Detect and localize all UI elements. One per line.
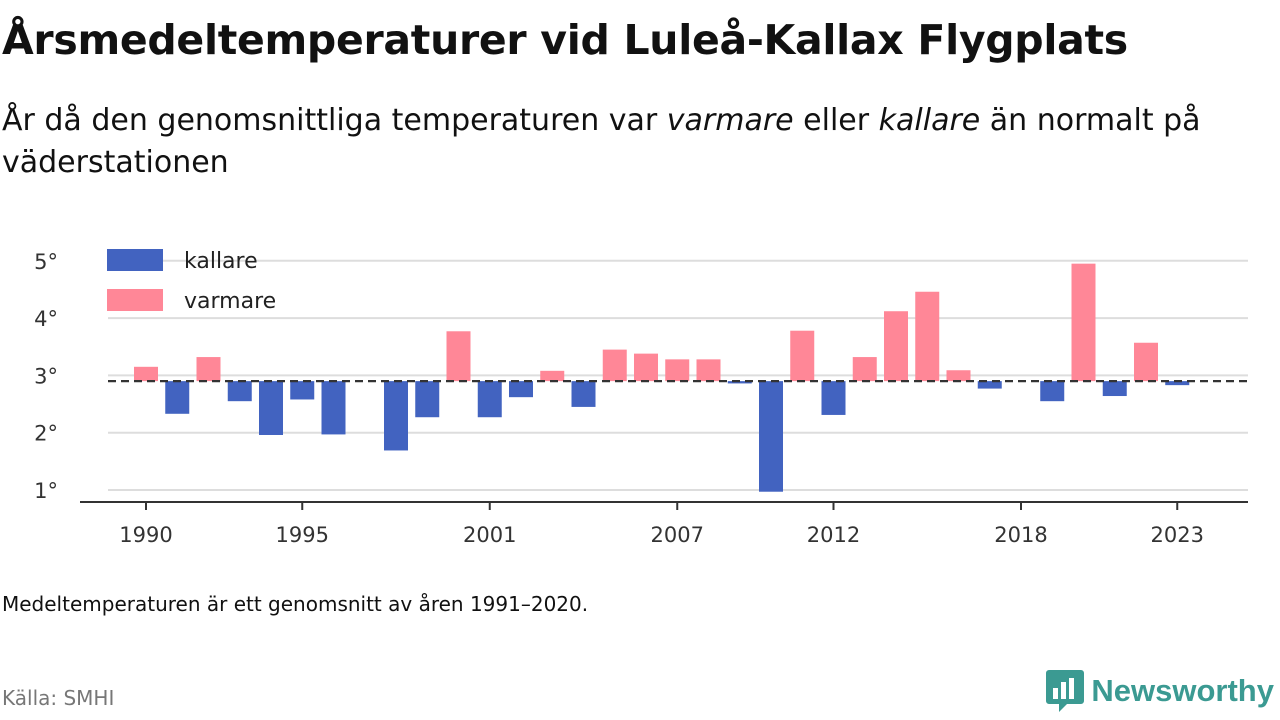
newsworthy-logo-icon xyxy=(1046,670,1085,712)
bar-2022 xyxy=(1134,342,1158,382)
bar-2012 xyxy=(821,381,846,415)
y-tick-label-1: 1° xyxy=(34,479,58,503)
x-tick-label-2007: 2007 xyxy=(651,523,704,547)
temperature-bar-chart: 1° 2° 3° 4° 5° 1990 1995 2001 2007 2012 2018 2023 k… xyxy=(34,249,1248,547)
bar-2009 xyxy=(727,381,752,384)
bar-2010 xyxy=(759,381,783,492)
bar-1995 xyxy=(290,381,315,400)
legend: kallare varmare xyxy=(107,249,276,314)
y-tick-label-2: 2° xyxy=(34,422,58,446)
footnote: Medeltemperaturen är ett genomsnitt av å… xyxy=(2,592,589,616)
legend-label-kallare: kallare xyxy=(184,249,258,274)
bar-2016 xyxy=(946,370,971,382)
bar-2002 xyxy=(509,381,533,398)
x-tick-label-2012: 2012 xyxy=(807,523,860,547)
bar-2011 xyxy=(790,330,815,382)
bar-2003 xyxy=(540,370,565,382)
bar-2020 xyxy=(1071,263,1096,382)
bars xyxy=(134,263,1190,492)
legend-swatch-kallare xyxy=(107,249,163,271)
subtitle-text-2: eller xyxy=(793,103,879,138)
bar-1998 xyxy=(384,381,408,451)
x-tick-label-2001: 2001 xyxy=(463,523,516,547)
bar-2015 xyxy=(915,291,940,382)
axes: 1° 2° 3° 4° 5° 1990 1995 2001 2007 2012 2018 2023 xyxy=(34,250,1248,547)
bar-2023 xyxy=(1165,381,1190,386)
y-tick-label-5: 5° xyxy=(34,250,58,274)
bar-1991 xyxy=(165,381,190,414)
subtitle-em-warmer: varmare xyxy=(666,103,794,138)
bar-1992 xyxy=(196,357,221,382)
bar-2004 xyxy=(571,381,596,407)
bar-1990 xyxy=(134,366,158,382)
bar-1993 xyxy=(227,381,252,402)
bar-2008 xyxy=(696,359,721,382)
bar-2006 xyxy=(634,353,658,382)
subtitle-text-1: År då den genomsnittliga temperaturen va… xyxy=(2,103,667,138)
source-label: Källa: SMHI xyxy=(2,686,115,710)
subtitle-em-colder: kallare xyxy=(878,103,981,138)
brand-name: Newsworthy xyxy=(1091,673,1274,708)
bar-1999 xyxy=(415,381,440,418)
bar-2014 xyxy=(884,311,908,382)
bar-2013 xyxy=(852,357,877,382)
chart-title: Årsmedeltemperaturer vid Luleå-Kallax Fl… xyxy=(2,16,1128,64)
bar-1994 xyxy=(259,381,283,435)
x-tick-label-1995: 1995 xyxy=(276,523,329,547)
x-tick-label-2023: 2023 xyxy=(1151,523,1204,547)
bar-2021 xyxy=(1102,381,1127,397)
x-tick-label-1990: 1990 xyxy=(119,523,172,547)
x-tick-label-2018: 2018 xyxy=(994,523,1047,547)
chart-subtitle: År då den genomsnittliga temperaturen va… xyxy=(2,100,1272,184)
bar-1996 xyxy=(321,381,346,435)
bar-2001 xyxy=(477,381,502,418)
legend-swatch-varmare xyxy=(107,289,163,311)
bar-2000 xyxy=(446,331,471,382)
subtitle-text-3: än normalt på väderstationen xyxy=(2,103,1201,180)
bar-2007 xyxy=(665,359,690,382)
y-tick-label-3: 3° xyxy=(34,364,58,388)
bar-2017 xyxy=(977,381,1002,389)
bar-2019 xyxy=(1040,381,1065,402)
legend-label-varmare: varmare xyxy=(184,289,276,314)
y-tick-label-4: 4° xyxy=(34,307,58,331)
bar-2005 xyxy=(602,349,627,382)
brand: Newsworthy xyxy=(1045,668,1274,714)
